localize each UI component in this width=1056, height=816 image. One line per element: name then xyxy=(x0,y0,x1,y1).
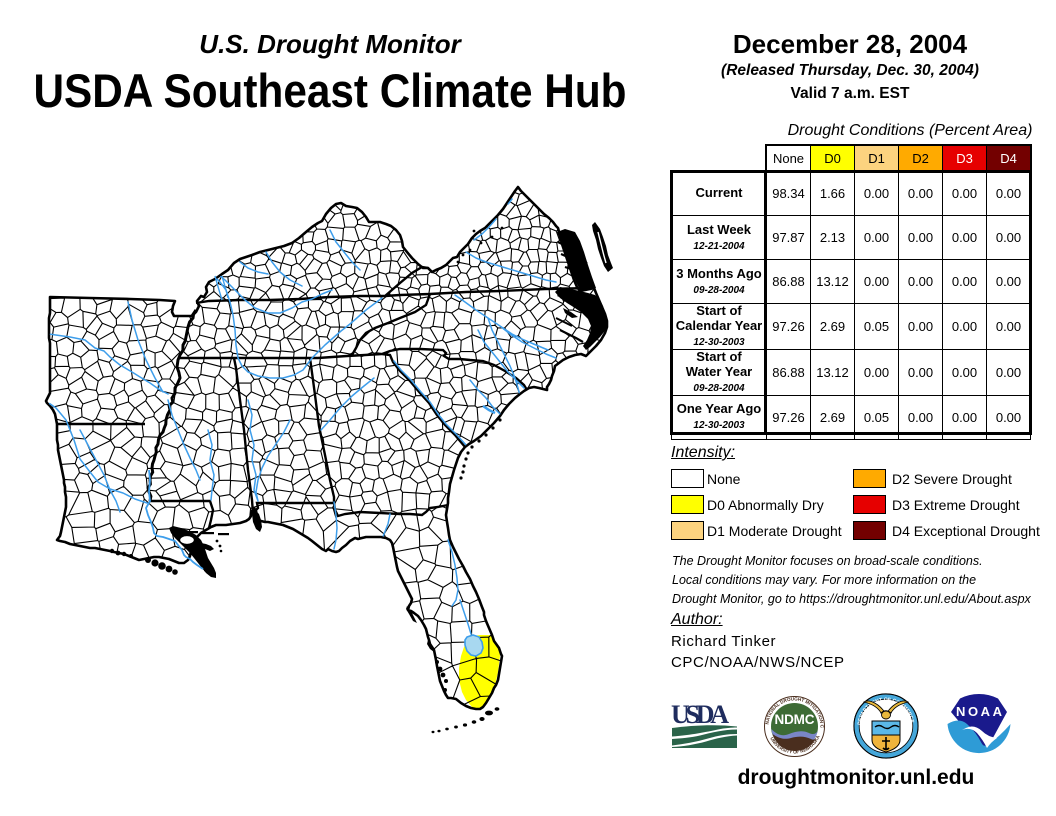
svg-text:UNITED STATES OF AMERICA: UNITED STATES OF AMERICA xyxy=(0,0,911,751)
svg-text:USDA: USDA xyxy=(671,700,729,729)
svg-text:NDMC: NDMC xyxy=(775,712,815,727)
svg-text:NATIONAL DROUGHT MITIGATION CE: NATIONAL DROUGHT MITIGATION CENTER xyxy=(0,0,825,729)
